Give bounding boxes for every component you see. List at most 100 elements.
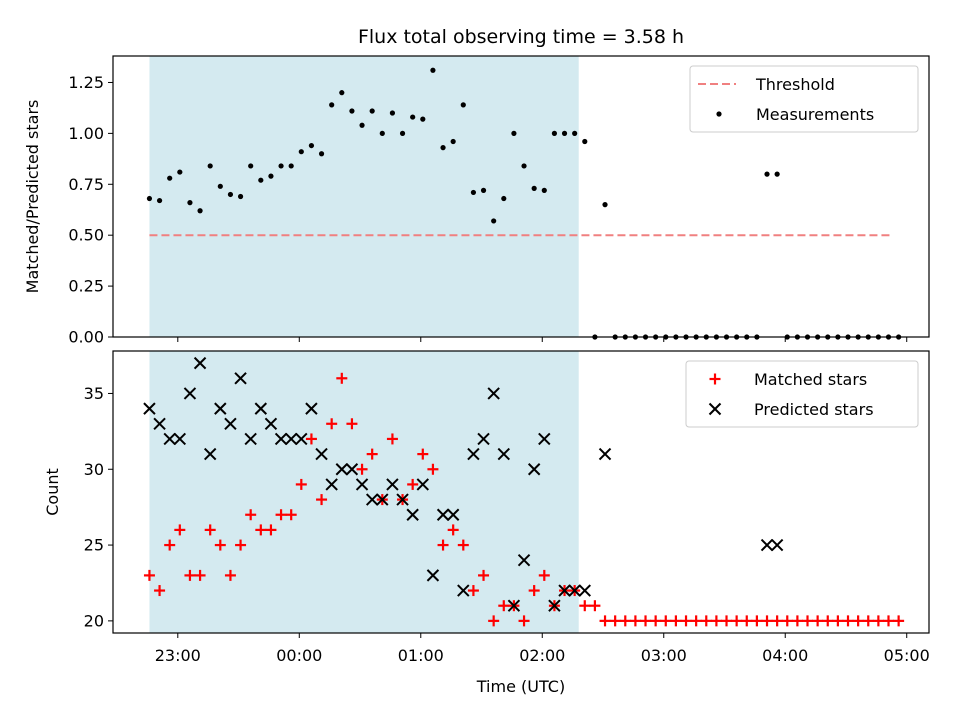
predicted-star-point bbox=[234, 372, 247, 385]
matched-star-point bbox=[660, 615, 672, 627]
matched-star-point bbox=[650, 615, 662, 627]
matched-star-point bbox=[872, 615, 884, 627]
predicted-star-point bbox=[467, 447, 480, 461]
matched-star-point bbox=[771, 615, 783, 627]
x-stroke-b bbox=[406, 508, 419, 521]
matched-star-point bbox=[893, 615, 905, 627]
x-stroke-b bbox=[578, 584, 591, 597]
ratio-x-axis-ticks bbox=[177, 337, 908, 342]
predicted-star-point bbox=[345, 463, 359, 476]
matched-star-point bbox=[781, 615, 793, 627]
y-tick-label: 0.25 bbox=[68, 277, 104, 296]
matched-star-point bbox=[690, 615, 702, 627]
measurement-point bbox=[197, 208, 203, 214]
matched-star-point bbox=[417, 448, 429, 460]
x-stroke-b bbox=[203, 447, 217, 461]
predicted-star-point bbox=[386, 478, 399, 491]
matched-star-point bbox=[700, 615, 712, 627]
legend-measurements-label: Measurements bbox=[756, 105, 874, 124]
measurement-point bbox=[774, 171, 780, 177]
measurement-point bbox=[177, 169, 183, 175]
measurement-point bbox=[187, 200, 193, 206]
matched-star-point bbox=[791, 615, 803, 627]
legend-predicted-swatch bbox=[708, 402, 722, 416]
ratio-y-axis-ticks: 0.00 0.25 0.50 0.75 1.00 1.25 bbox=[68, 73, 113, 347]
x-stroke-b bbox=[497, 447, 510, 461]
matched-star-point bbox=[265, 524, 277, 536]
measurement-point bbox=[521, 163, 527, 169]
predicted-star-point bbox=[376, 493, 389, 506]
matched-star-point bbox=[336, 372, 348, 384]
x-stroke-b bbox=[760, 538, 774, 552]
measurement-point bbox=[561, 130, 568, 136]
predicted-star-point bbox=[497, 447, 510, 461]
x-stroke-b bbox=[548, 599, 561, 612]
count-panel: 20 25 30 35 23:00 00:00 01:00 02:00 03:00 04:00 0… bbox=[43, 350, 930, 696]
predicted-star-point bbox=[203, 447, 217, 461]
x-stroke-b bbox=[355, 478, 369, 491]
count-legend-box bbox=[685, 360, 919, 428]
predicted-star-point bbox=[264, 417, 278, 430]
matched-star-point bbox=[184, 569, 196, 581]
measurement-point bbox=[379, 130, 385, 136]
x-stroke-b bbox=[305, 402, 318, 415]
count-x-axis-ticks: 23:00 00:00 01:00 02:00 03:00 04:00 05:00 bbox=[155, 633, 930, 665]
matched-star-point bbox=[154, 585, 166, 597]
x-stroke-b bbox=[416, 478, 430, 491]
measurement-point bbox=[582, 138, 588, 145]
predicted-star-point bbox=[457, 584, 470, 597]
observing-window-shade bbox=[149, 56, 579, 337]
predicted-star-point bbox=[224, 417, 237, 430]
x-stroke-b bbox=[365, 493, 379, 506]
predicted-stars-points bbox=[143, 356, 784, 612]
matched-star-point bbox=[488, 615, 500, 627]
legend-threshold-label: Threshold bbox=[755, 75, 835, 94]
predicted-star-point bbox=[173, 432, 187, 446]
matched-star-point bbox=[599, 615, 611, 627]
predicted-star-point bbox=[416, 478, 430, 491]
predicted-star-point bbox=[153, 417, 166, 430]
matched-star-point bbox=[751, 615, 763, 627]
x-stroke-b bbox=[193, 356, 207, 370]
matched-star-point bbox=[295, 478, 307, 490]
measurement-point bbox=[440, 145, 446, 151]
matched-star-point bbox=[822, 615, 834, 627]
predicted-star-point bbox=[355, 478, 369, 491]
measurement-point bbox=[167, 175, 173, 181]
y-tick-label: 1.00 bbox=[68, 124, 104, 143]
y-tick-label: 0.50 bbox=[68, 226, 104, 245]
predicted-star-point bbox=[426, 569, 440, 582]
y-tick-label: 25 bbox=[84, 536, 104, 555]
measurement-point bbox=[551, 130, 558, 136]
x-stroke-b bbox=[335, 463, 349, 476]
x-stroke-b bbox=[708, 402, 722, 416]
matched-star-point bbox=[275, 509, 287, 521]
y-tick-label: 35 bbox=[84, 384, 104, 403]
x-stroke-b bbox=[770, 538, 784, 552]
x-stroke-b bbox=[173, 432, 187, 446]
matched-star-point bbox=[316, 494, 328, 506]
measurement-point bbox=[470, 189, 477, 196]
x-stroke-b bbox=[538, 432, 551, 446]
legend-predicted-marker bbox=[708, 402, 722, 416]
predicted-star-point bbox=[244, 432, 257, 446]
matched-star-point bbox=[812, 615, 824, 627]
matched-star-point bbox=[842, 615, 854, 627]
count-y-axis-label: Count bbox=[43, 468, 62, 516]
measurement-point bbox=[318, 151, 325, 157]
matched-star-point bbox=[224, 569, 236, 581]
x-stroke-b bbox=[487, 387, 500, 400]
matched-star-point bbox=[761, 615, 773, 627]
measurement-point bbox=[258, 177, 264, 183]
predicted-star-point bbox=[214, 402, 227, 415]
predicted-star-point bbox=[325, 478, 338, 491]
matched-star-point bbox=[437, 539, 449, 551]
matched-star-point bbox=[255, 524, 267, 536]
measurement-point bbox=[764, 171, 770, 177]
measurement-point bbox=[248, 163, 254, 169]
measurement-point bbox=[268, 173, 274, 179]
matched-star-point bbox=[245, 509, 257, 521]
x-stroke-b bbox=[315, 447, 328, 461]
measurement-point bbox=[399, 130, 406, 136]
